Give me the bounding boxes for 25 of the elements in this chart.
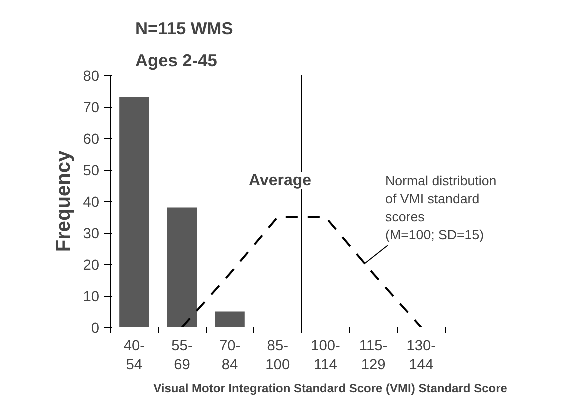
y-tick-label: 70 bbox=[83, 100, 100, 116]
y-tick-label: 60 bbox=[83, 132, 100, 148]
y-tick-label: 10 bbox=[83, 290, 100, 306]
annotation: Average bbox=[249, 172, 312, 190]
y-tick-label: 30 bbox=[83, 226, 100, 242]
y-tick-label: 80 bbox=[83, 69, 100, 85]
chart-title: N=115 WMS bbox=[136, 18, 234, 38]
y-axis-title: Frequency bbox=[53, 150, 76, 252]
x-axis-title: Visual Motor Integration Standard Score (VMI) Standard Score bbox=[154, 382, 508, 396]
bar bbox=[167, 208, 198, 328]
bar bbox=[120, 98, 150, 328]
y-tick-label: 50 bbox=[83, 164, 100, 180]
x-tick-label: 130- 144 bbox=[406, 338, 436, 374]
x-tick-label: 40- 54 bbox=[124, 338, 146, 374]
y-tick-label: 20 bbox=[83, 258, 100, 274]
x-tick-label: 85- 100 bbox=[266, 338, 290, 374]
annotation: Normal distribution of VMI standard scores (M=100; SD=15) bbox=[386, 174, 497, 242]
chart-subtitle: Ages 2-45 bbox=[136, 50, 218, 70]
x-tick-label: 55- 69 bbox=[172, 338, 193, 374]
x-tick-label: 100- 114 bbox=[311, 338, 341, 374]
y-tick-label: 40 bbox=[83, 195, 100, 211]
x-tick-label: 115- 129 bbox=[359, 338, 388, 374]
bar bbox=[215, 312, 245, 328]
x-tick-label: 70- 84 bbox=[219, 338, 241, 374]
y-tick-label: 0 bbox=[91, 321, 100, 337]
